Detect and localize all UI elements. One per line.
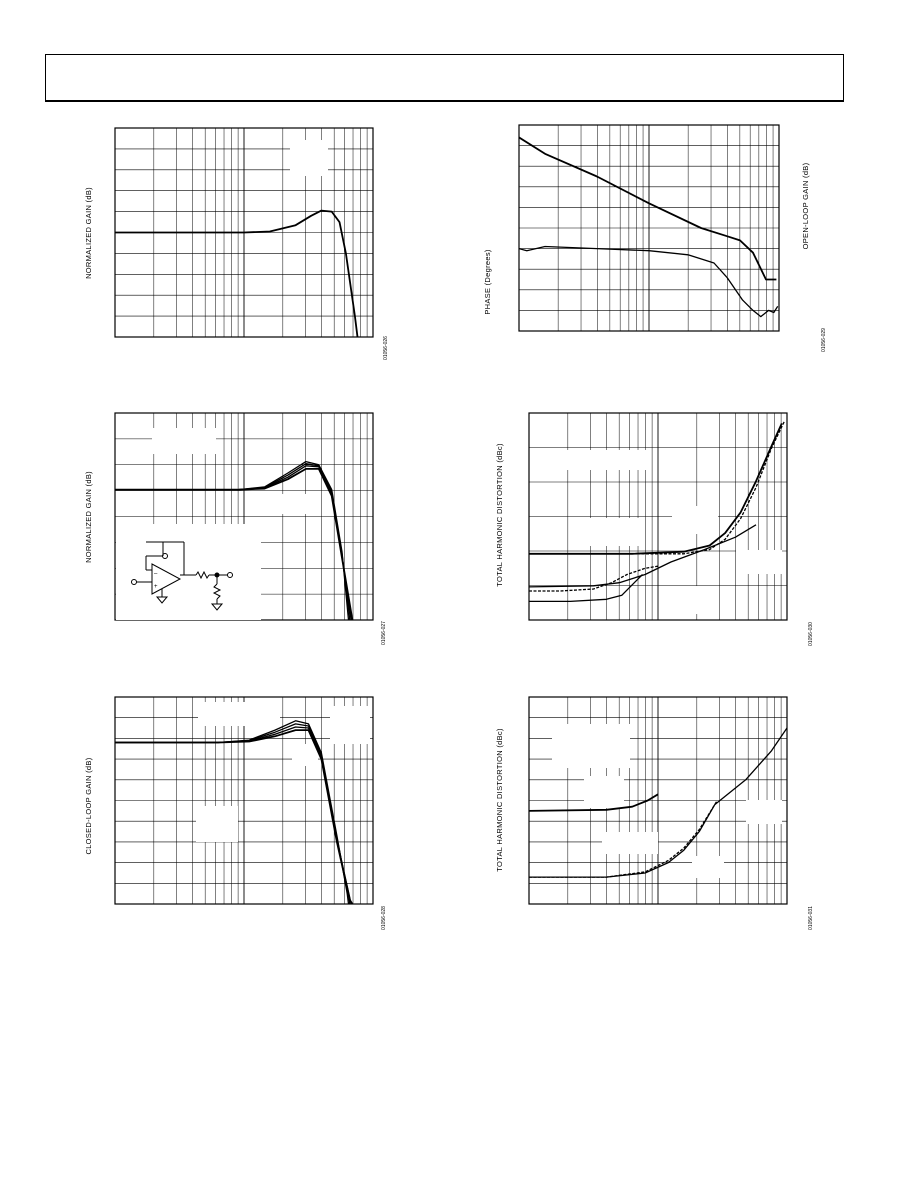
chart-open-loop-gain-phase — [518, 124, 780, 332]
figure-id: 01056-027 — [381, 621, 387, 645]
svg-text:+: + — [154, 584, 158, 590]
annotation-box — [198, 702, 280, 726]
series-line — [115, 720, 350, 904]
series-line — [519, 245, 779, 318]
amplifier-schematic-inset: – + — [116, 524, 261, 620]
page-header-box — [45, 54, 844, 102]
series-line — [529, 565, 659, 592]
series-line — [529, 421, 785, 555]
plot-frame — [114, 696, 374, 905]
series-line — [529, 423, 783, 555]
annotation-box — [588, 518, 644, 546]
series-line — [115, 460, 350, 620]
annotation-box — [330, 706, 370, 744]
y-axis-label-left: PHASE (Degrees) — [483, 249, 492, 315]
annotation-box — [736, 550, 782, 574]
annotation-box — [290, 140, 328, 176]
chart-thd-2 — [528, 696, 788, 905]
annotation-box — [672, 506, 718, 534]
y-axis-label: TOTAL HARMONIC DISTORTION (dBc) — [495, 443, 504, 587]
chart-closed-loop-gain — [114, 696, 374, 905]
figure-id: 01056-030 — [808, 622, 814, 646]
svg-text:–: – — [154, 571, 158, 577]
plot-frame — [528, 696, 788, 905]
annotation-box — [152, 428, 216, 454]
annotation-box — [602, 832, 658, 854]
annotation-box — [292, 744, 318, 766]
figure-id: 01056-028 — [381, 906, 387, 930]
annotation-box — [692, 856, 724, 878]
annotation-box — [746, 800, 782, 824]
annotation-box — [584, 776, 624, 808]
annotation-box — [268, 494, 316, 514]
chart-normalized-gain-1 — [114, 127, 374, 338]
figure-id: 01056-031 — [808, 906, 814, 930]
annotation-box — [662, 586, 712, 614]
y-axis-label-right: OPEN-LOOP GAIN (dB) — [801, 162, 810, 249]
series-line — [529, 800, 718, 878]
figure-id: 01056-029 — [821, 328, 827, 352]
series-line — [529, 574, 643, 603]
y-axis-label: CLOSED-LOOP GAIN (dB) — [84, 757, 93, 854]
series-line — [115, 209, 359, 337]
series-line — [529, 793, 659, 812]
annotation-box — [550, 450, 650, 470]
annotation-box — [196, 806, 238, 842]
opamp-symbol — [151, 563, 182, 595]
plot-frame — [528, 412, 788, 621]
series-line — [519, 136, 777, 281]
chart-thd-1 — [528, 412, 788, 621]
y-axis-label: TOTAL HARMONIC DISTORTION (dBc) — [495, 728, 504, 872]
y-axis-label: NORMALIZED GAIN (dB) — [84, 471, 93, 563]
series-line — [529, 524, 757, 588]
annotation-box — [552, 724, 630, 768]
plot-frame — [518, 124, 780, 332]
y-axis-label: NORMALIZED GAIN (dB) — [84, 187, 93, 279]
figure-id: 01056-026 — [383, 336, 389, 360]
